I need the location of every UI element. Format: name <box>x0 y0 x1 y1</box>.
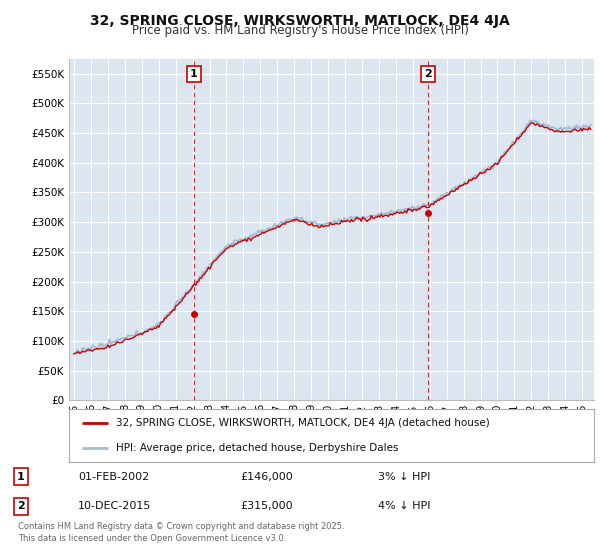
Text: 10-DEC-2015: 10-DEC-2015 <box>78 501 151 511</box>
Text: £315,000: £315,000 <box>240 501 293 511</box>
Text: 32, SPRING CLOSE, WIRKSWORTH, MATLOCK, DE4 4JA (detached house): 32, SPRING CLOSE, WIRKSWORTH, MATLOCK, D… <box>116 418 490 428</box>
Text: 01-FEB-2002: 01-FEB-2002 <box>78 472 149 482</box>
Text: HPI: Average price, detached house, Derbyshire Dales: HPI: Average price, detached house, Derb… <box>116 442 399 452</box>
Text: 1: 1 <box>190 69 198 79</box>
Text: £146,000: £146,000 <box>240 472 293 482</box>
Text: 2: 2 <box>424 69 432 79</box>
Text: 4% ↓ HPI: 4% ↓ HPI <box>378 501 431 511</box>
Text: 32, SPRING CLOSE, WIRKSWORTH, MATLOCK, DE4 4JA: 32, SPRING CLOSE, WIRKSWORTH, MATLOCK, D… <box>90 14 510 28</box>
Text: Price paid vs. HM Land Registry's House Price Index (HPI): Price paid vs. HM Land Registry's House … <box>131 24 469 37</box>
Text: 1: 1 <box>17 472 25 482</box>
Text: 3% ↓ HPI: 3% ↓ HPI <box>378 472 430 482</box>
Text: Contains HM Land Registry data © Crown copyright and database right 2025.
This d: Contains HM Land Registry data © Crown c… <box>18 522 344 543</box>
Text: 2: 2 <box>17 501 25 511</box>
